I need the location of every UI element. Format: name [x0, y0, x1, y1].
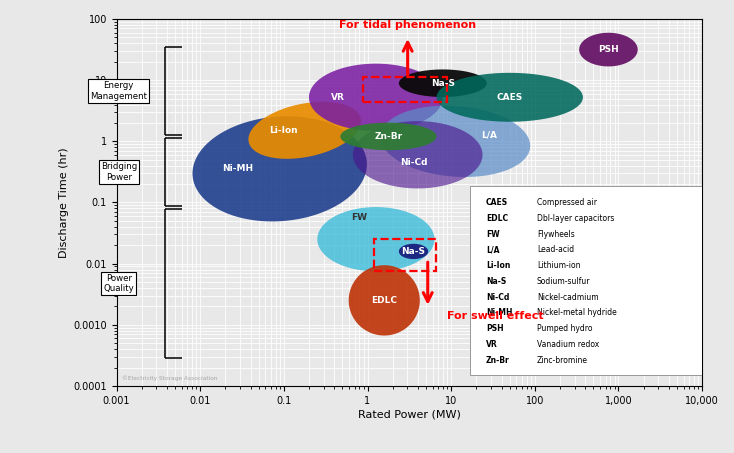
Text: Na-S: Na-S: [486, 277, 506, 286]
Bar: [363, 77, 447, 101]
Polygon shape: [579, 33, 638, 67]
Text: Zn-Br: Zn-Br: [486, 356, 510, 365]
Bar: [374, 239, 436, 271]
Text: Na-S: Na-S: [431, 79, 455, 88]
Polygon shape: [192, 116, 367, 222]
Text: Na-S: Na-S: [401, 247, 426, 256]
Text: EDLC: EDLC: [371, 296, 397, 305]
Text: Ni-Cd: Ni-Cd: [486, 293, 509, 302]
Text: L/A: L/A: [481, 131, 497, 140]
Polygon shape: [341, 123, 437, 150]
Text: FW: FW: [351, 213, 367, 222]
Polygon shape: [399, 69, 487, 97]
Text: CAES: CAES: [486, 198, 508, 207]
Text: VR: VR: [486, 340, 498, 349]
Text: Nickel-metal hydride: Nickel-metal hydride: [537, 308, 617, 318]
Polygon shape: [353, 121, 482, 188]
Text: Ni-MH: Ni-MH: [486, 308, 512, 318]
Text: Flywheels: Flywheels: [537, 230, 575, 239]
Y-axis label: Discharge Time (hr): Discharge Time (hr): [59, 147, 69, 258]
Text: EDLC: EDLC: [486, 214, 508, 223]
Text: Pumped hydro: Pumped hydro: [537, 324, 592, 333]
Text: Dbl-layer capacitors: Dbl-layer capacitors: [537, 214, 614, 223]
Text: Energy
Management: Energy Management: [90, 81, 148, 101]
Polygon shape: [399, 244, 428, 259]
Text: Zinc-bromine: Zinc-bromine: [537, 356, 588, 365]
Text: Sodium-sulfur: Sodium-sulfur: [537, 277, 590, 286]
Text: Li-Ion: Li-Ion: [269, 126, 298, 135]
Text: Zn-Br: Zn-Br: [374, 132, 402, 141]
Polygon shape: [380, 106, 530, 177]
FancyBboxPatch shape: [470, 186, 708, 375]
Text: FW: FW: [486, 230, 500, 239]
Text: For tidal phenomenon: For tidal phenomenon: [339, 20, 476, 30]
Text: ©Electricity Storage Association: ©Electricity Storage Association: [123, 376, 218, 381]
Polygon shape: [437, 73, 583, 122]
Polygon shape: [317, 207, 435, 271]
Text: Nickel-cadmium: Nickel-cadmium: [537, 293, 599, 302]
Text: Vanadium redox: Vanadium redox: [537, 340, 599, 349]
Text: PSH: PSH: [598, 45, 619, 54]
Polygon shape: [248, 102, 361, 159]
Text: CAES: CAES: [497, 93, 523, 102]
Text: Compressed air: Compressed air: [537, 198, 597, 207]
Text: Power
Quality: Power Quality: [103, 274, 134, 293]
Text: Lead-acid: Lead-acid: [537, 246, 574, 254]
Text: L/A: L/A: [486, 246, 500, 254]
Text: Lithium-ion: Lithium-ion: [537, 261, 581, 270]
Text: Ni-Cd: Ni-Cd: [400, 158, 427, 167]
Polygon shape: [349, 265, 420, 336]
Text: VR: VR: [331, 93, 345, 102]
Text: Bridging
Power: Bridging Power: [101, 162, 137, 182]
X-axis label: Rated Power (MW): Rated Power (MW): [358, 410, 461, 420]
Polygon shape: [309, 64, 443, 131]
Text: PSH: PSH: [486, 324, 504, 333]
Text: Li-Ion: Li-Ion: [486, 261, 510, 270]
Text: Ni-MH: Ni-MH: [222, 164, 253, 173]
Text: For swell effect: For swell effect: [447, 311, 544, 321]
